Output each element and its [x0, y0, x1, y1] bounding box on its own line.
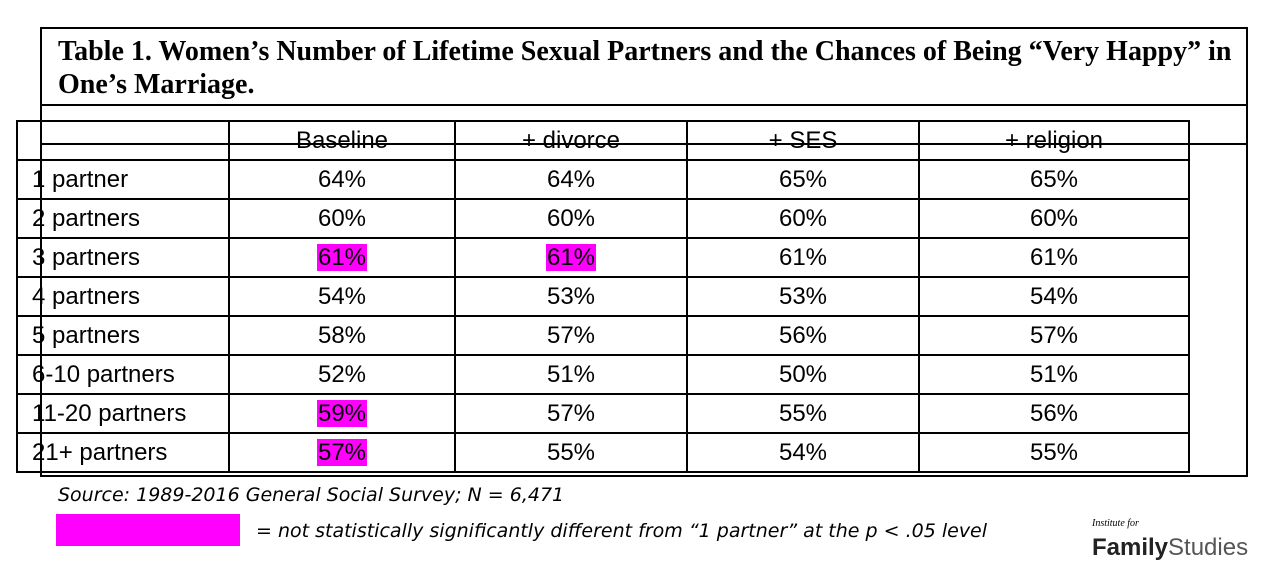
- table-cell: 50%: [686, 354, 920, 395]
- cell-value: 61%: [316, 244, 368, 271]
- table-cell: 60%: [228, 198, 456, 239]
- cell-value: 55%: [546, 439, 596, 466]
- table-cell: 54%: [228, 276, 456, 317]
- table-row: 11-20 partners 59% 57% 55% 56%: [16, 393, 1190, 434]
- row-label: 4 partners: [16, 276, 230, 317]
- table-row: 1 partner 64% 64% 65% 65%: [16, 159, 1190, 200]
- table-cell: 53%: [454, 276, 688, 317]
- cell-value: 60%: [1029, 205, 1079, 232]
- cell-value: 52%: [317, 361, 367, 388]
- table-cell: 53%: [686, 276, 920, 317]
- cell-value: 64%: [546, 166, 596, 193]
- column-header: Baseline: [228, 120, 456, 161]
- table-cell: 58%: [228, 315, 456, 356]
- column-header: + divorce: [454, 120, 688, 161]
- cell-value: 65%: [778, 166, 828, 193]
- table-cell: 57%: [228, 432, 456, 473]
- cell-value: 60%: [778, 205, 828, 232]
- column-header: + SES: [686, 120, 920, 161]
- table-frame: Table 1. Women’s Number of Lifetime Sexu…: [40, 27, 1248, 477]
- table-cell: 52%: [228, 354, 456, 395]
- table-cell: 61%: [228, 237, 456, 278]
- cell-value: 61%: [1029, 244, 1079, 271]
- table-cell: 61%: [918, 237, 1190, 278]
- brand-word-family: Family: [1092, 534, 1169, 561]
- legend-swatch: [56, 514, 240, 546]
- table-cell: 55%: [454, 432, 688, 473]
- table-cell: 60%: [454, 198, 688, 239]
- table-row: 21+ partners 57% 55% 54% 55%: [16, 432, 1190, 473]
- cell-value: 61%: [778, 244, 828, 271]
- table-cell: 56%: [686, 315, 920, 356]
- table-cell: 51%: [918, 354, 1190, 395]
- table-cell: 51%: [454, 354, 688, 395]
- table-cell: 64%: [228, 159, 456, 200]
- table-cell: 61%: [454, 237, 688, 278]
- table-row: 5 partners 58% 57% 56% 57%: [16, 315, 1190, 356]
- row-label: 11-20 partners: [16, 393, 230, 434]
- row-label: 5 partners: [16, 315, 230, 356]
- cell-value: 57%: [1029, 322, 1079, 349]
- table-cell: 61%: [686, 237, 920, 278]
- cell-value: 56%: [1029, 400, 1079, 427]
- cell-value: 53%: [778, 283, 828, 310]
- brand-logo: Institute for FamilyStudies: [1090, 518, 1276, 568]
- brand-small-text: Institute for: [1092, 518, 1139, 529]
- row-label: 6-10 partners: [16, 354, 230, 395]
- cell-value: 53%: [546, 283, 596, 310]
- header-row: Baseline + divorce + SES + religion: [16, 120, 1190, 161]
- table-cell: 56%: [918, 393, 1190, 434]
- cell-value: 60%: [546, 205, 596, 232]
- table-row: 6-10 partners 52% 51% 50% 51%: [16, 354, 1190, 395]
- table-cell: 65%: [686, 159, 920, 200]
- cell-value: 57%: [546, 322, 596, 349]
- cell-value: 60%: [317, 205, 367, 232]
- cell-value: 65%: [1029, 166, 1079, 193]
- cell-value: 50%: [778, 361, 828, 388]
- cell-value: 55%: [778, 400, 828, 427]
- cell-value: 58%: [317, 322, 367, 349]
- table-cell: 57%: [454, 393, 688, 434]
- table-cell: 54%: [686, 432, 920, 473]
- cell-value: 57%: [316, 439, 368, 466]
- cell-value: 56%: [778, 322, 828, 349]
- table-cell: 57%: [454, 315, 688, 356]
- table-row: 3 partners 61% 61% 61% 61%: [16, 237, 1190, 278]
- table-cell: 55%: [918, 432, 1190, 473]
- table-cell: 60%: [918, 198, 1190, 239]
- legend-text: = not statistically significantly differ…: [256, 520, 988, 542]
- table-cell: 65%: [918, 159, 1190, 200]
- row-label: 3 partners: [16, 237, 230, 278]
- column-header: [16, 120, 230, 161]
- data-table: Baseline + divorce + SES + religion 1 partne…: [16, 120, 1190, 473]
- table-cell: 60%: [686, 198, 920, 239]
- column-header: + religion: [918, 120, 1190, 161]
- cell-value: 54%: [1029, 283, 1079, 310]
- table-cell: 64%: [454, 159, 688, 200]
- table-row: 4 partners 54% 53% 53% 54%: [16, 276, 1190, 317]
- cell-value: 54%: [778, 439, 828, 466]
- brand-main-text: FamilyStudies: [1092, 534, 1248, 562]
- brand-word-studies: Studies: [1168, 534, 1249, 561]
- source-note: Source: 1989-2016 General Social Survey;…: [58, 484, 565, 506]
- table-cell: 57%: [918, 315, 1190, 356]
- cell-value: 57%: [546, 400, 596, 427]
- row-label: 1 partner: [16, 159, 230, 200]
- cell-value: 55%: [1029, 439, 1079, 466]
- cell-value: 54%: [317, 283, 367, 310]
- table-cell: 55%: [686, 393, 920, 434]
- cell-value: 51%: [546, 361, 596, 388]
- row-label: 2 partners: [16, 198, 230, 239]
- cell-value: 61%: [545, 244, 597, 271]
- table-row: 2 partners 60% 60% 60% 60%: [16, 198, 1190, 239]
- cell-value: 64%: [317, 166, 367, 193]
- table-cell: 54%: [918, 276, 1190, 317]
- table-title: Table 1. Women’s Number of Lifetime Sexu…: [42, 29, 1246, 106]
- table-cell: 59%: [228, 393, 456, 434]
- row-label: 21+ partners: [16, 432, 230, 473]
- cell-value: 51%: [1029, 361, 1079, 388]
- cell-value: 59%: [316, 400, 368, 427]
